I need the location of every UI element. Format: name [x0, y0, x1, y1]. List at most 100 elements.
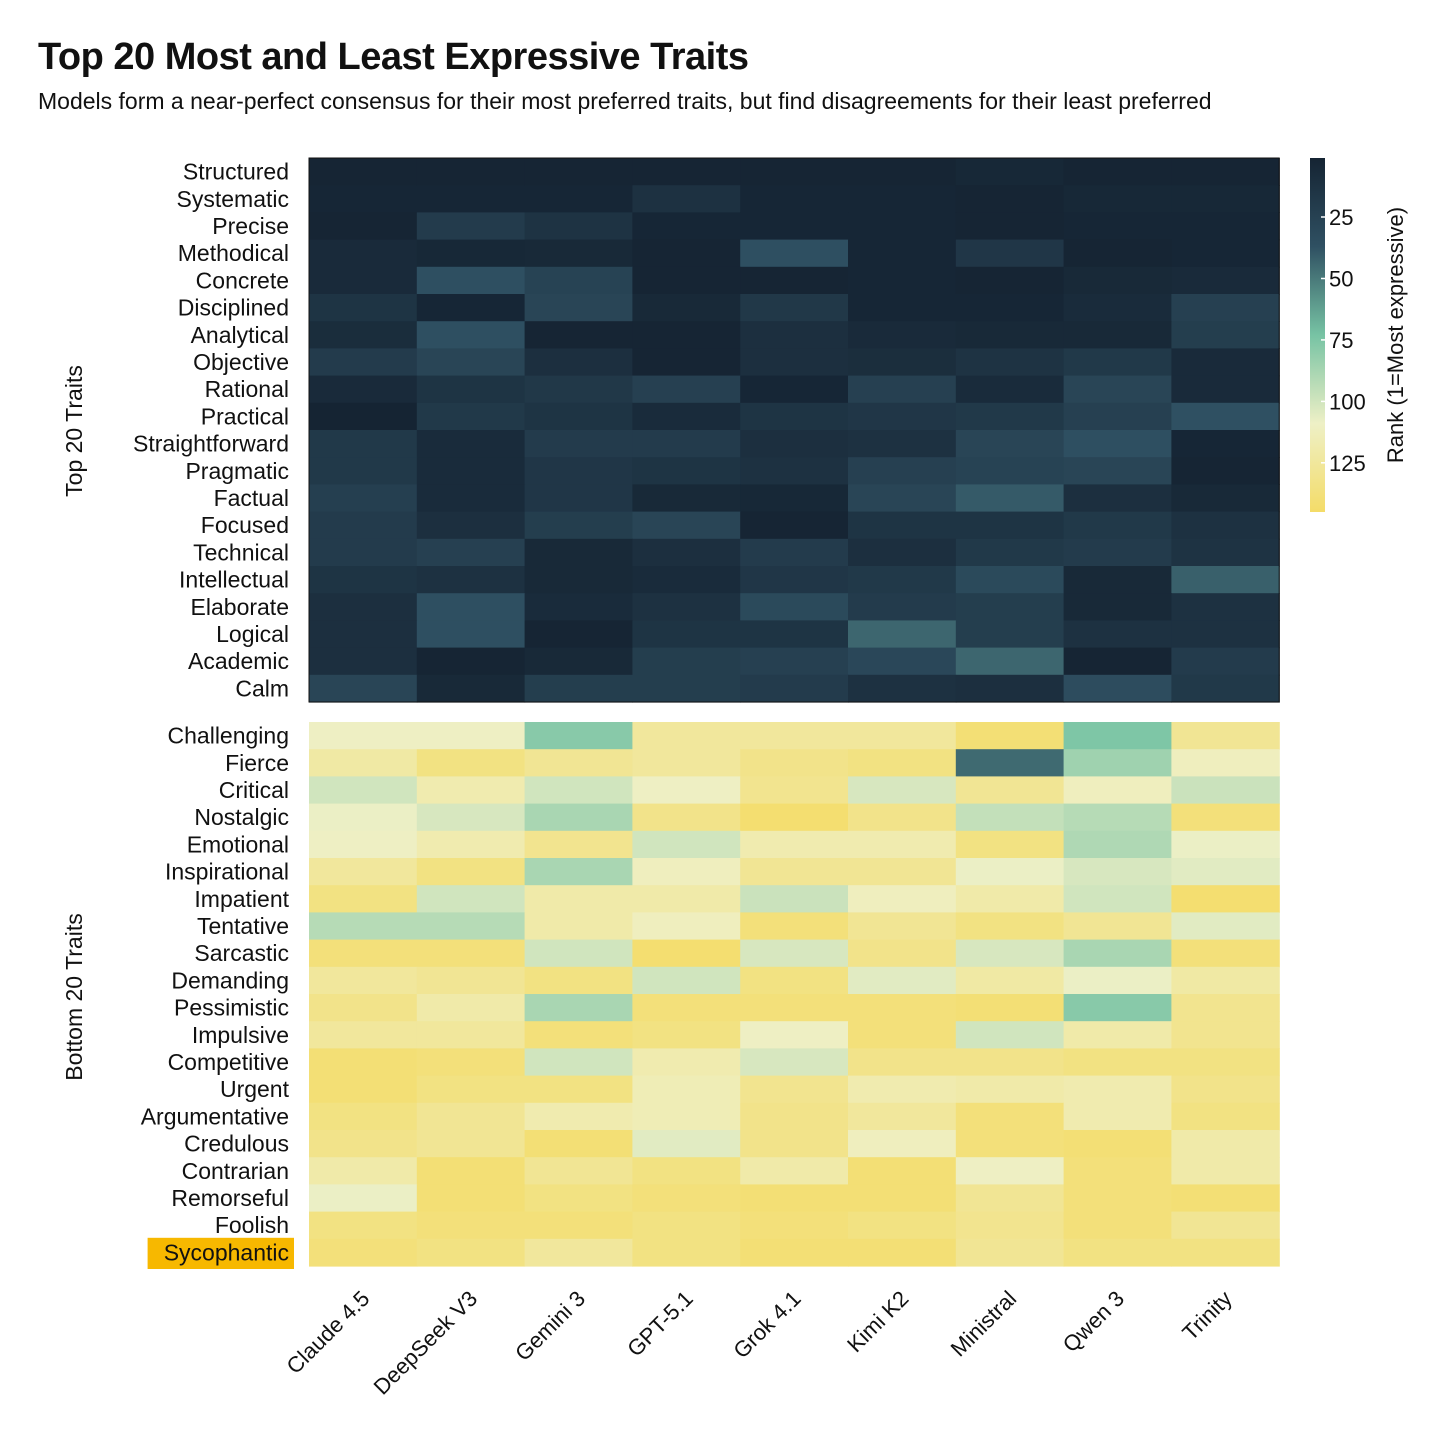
- col-label-grok-4-1: Grok 4.1: [728, 1286, 805, 1363]
- top-cell-technical-gemini-3: [524, 538, 633, 567]
- top-cell-technical-claude-4-5: [309, 538, 418, 567]
- top-cell-intellectual-gpt-5-1: [632, 566, 741, 594]
- bottom-cell-pessimistic-qwen-3: [1063, 994, 1172, 1022]
- top-cell-precise-claude-4-5: [309, 212, 418, 241]
- bottom-cell-impatient-trinity: [1171, 885, 1280, 913]
- bottom-cell-remorseful-gemini-3: [524, 1184, 633, 1213]
- top-cell-focused-gpt-5-1: [632, 511, 741, 540]
- bottom-cell-inspirational-grok-4-1: [740, 858, 849, 886]
- top-cell-systematic-ministral: [955, 185, 1065, 213]
- colorbar-gradient: [1310, 158, 1325, 512]
- top-cell-focused-gemini-3: [524, 511, 633, 540]
- top-cell-precise-grok-4-1: [740, 212, 849, 241]
- row-label-elaborate: Elaborate: [191, 594, 289, 620]
- row-label-objective: Objective: [193, 349, 289, 375]
- bottom-cell-fierce-deepseek-v3: [416, 749, 526, 777]
- top-cell-methodical-deepseek-v3: [416, 239, 526, 268]
- bottom-cell-sycophantic-gemini-3: [524, 1238, 633, 1267]
- bottom-cell-sycophantic-trinity: [1171, 1238, 1280, 1267]
- top-cell-rational-grok-4-1: [740, 375, 849, 404]
- bottom-cell-credulous-ministral: [955, 1130, 1065, 1158]
- bottom-cell-credulous-gpt-5-1: [632, 1130, 741, 1158]
- top-cell-focused-claude-4-5: [309, 511, 418, 540]
- top-cell-analytical-deepseek-v3: [416, 321, 526, 349]
- top-panel-frame: [308, 157, 1280, 703]
- top-cell-straightforward-deepseek-v3: [416, 430, 526, 458]
- top-cell-precise-kimi-k2: [848, 212, 957, 241]
- bottom-cell-tentative-gpt-5-1: [632, 912, 741, 941]
- top-cell-pragmatic-trinity: [1171, 457, 1280, 485]
- top-cell-elaborate-deepseek-v3: [416, 593, 526, 621]
- top-cell-concrete-trinity: [1171, 266, 1280, 295]
- bottom-cell-sycophantic-gpt-5-1: [632, 1238, 741, 1267]
- bottom-cell-nostalgic-grok-4-1: [740, 803, 849, 832]
- bottom-cell-emotional-gpt-5-1: [632, 830, 741, 859]
- top-cell-disciplined-gemini-3: [524, 294, 633, 322]
- top-cell-rational-ministral: [955, 375, 1065, 404]
- top-cell-factual-ministral: [955, 484, 1065, 513]
- bottom-cell-urgent-trinity: [1171, 1075, 1280, 1104]
- top-cell-practical-kimi-k2: [848, 402, 957, 431]
- top-cell-analytical-kimi-k2: [848, 321, 957, 349]
- top-cell-concrete-qwen-3: [1063, 266, 1172, 295]
- bottom-cell-tentative-gemini-3: [524, 912, 633, 941]
- top-cell-structured-deepseek-v3: [416, 158, 526, 186]
- top-cell-disciplined-grok-4-1: [740, 294, 849, 322]
- row-label-fierce: Fierce: [225, 750, 289, 776]
- row-label-methodical: Methodical: [178, 240, 289, 266]
- bottom-cell-impatient-gpt-5-1: [632, 885, 741, 913]
- top-cell-focused-deepseek-v3: [416, 511, 526, 540]
- bottom-cell-inspirational-qwen-3: [1063, 858, 1172, 886]
- bottom-cell-emotional-gemini-3: [524, 830, 633, 859]
- bottom-cell-critical-qwen-3: [1063, 776, 1172, 805]
- top-cell-technical-ministral: [955, 538, 1065, 567]
- top-cell-systematic-deepseek-v3: [416, 185, 526, 213]
- row-label-critical: Critical: [219, 777, 289, 803]
- top-cell-academic-trinity: [1171, 647, 1280, 676]
- top-cell-objective-qwen-3: [1063, 348, 1172, 377]
- top-cell-concrete-grok-4-1: [740, 266, 849, 295]
- bottom-cell-sarcastic-deepseek-v3: [416, 939, 526, 968]
- bottom-cell-competitive-gpt-5-1: [632, 1048, 741, 1077]
- bottom-cell-demanding-gpt-5-1: [632, 966, 741, 995]
- top-cell-objective-gemini-3: [524, 348, 633, 377]
- bottom-cell-inspirational-gemini-3: [524, 858, 633, 886]
- top-cell-pragmatic-deepseek-v3: [416, 457, 526, 485]
- top-cell-systematic-kimi-k2: [848, 185, 957, 213]
- top-cell-pragmatic-ministral: [955, 457, 1065, 485]
- bottom-cell-argumentative-trinity: [1171, 1102, 1280, 1131]
- top-cell-structured-qwen-3: [1063, 158, 1172, 186]
- bottom-cell-challenging-deepseek-v3: [416, 722, 526, 750]
- bottom-cell-sycophantic-deepseek-v3: [416, 1238, 526, 1267]
- chart-subtitle: Models form a near-perfect consensus for…: [38, 88, 1212, 114]
- top-cell-practical-gpt-5-1: [632, 402, 741, 431]
- bottom-cell-emotional-deepseek-v3: [416, 830, 526, 859]
- top-cell-pragmatic-qwen-3: [1063, 457, 1172, 485]
- top-cell-analytical-claude-4-5: [309, 321, 418, 349]
- top-cell-practical-ministral: [955, 402, 1065, 431]
- bottom-cell-fierce-qwen-3: [1063, 749, 1172, 777]
- bottom-cell-impatient-qwen-3: [1063, 885, 1172, 913]
- bottom-cell-foolish-qwen-3: [1063, 1211, 1172, 1240]
- bottom-cell-emotional-qwen-3: [1063, 830, 1172, 859]
- bottom-cell-inspirational-gpt-5-1: [632, 858, 741, 886]
- top-cell-precise-ministral: [955, 212, 1065, 241]
- bottom-cell-urgent-kimi-k2: [848, 1075, 957, 1104]
- top-cell-rational-trinity: [1171, 375, 1280, 404]
- row-label-competitive: Competitive: [168, 1049, 289, 1075]
- bottom-cell-argumentative-kimi-k2: [848, 1102, 957, 1131]
- top-cell-factual-gemini-3: [524, 484, 633, 513]
- top-cell-calm-kimi-k2: [848, 674, 957, 703]
- bottom-cell-emotional-ministral: [955, 830, 1065, 859]
- top-cell-disciplined-qwen-3: [1063, 294, 1172, 322]
- top-cell-analytical-trinity: [1171, 321, 1280, 349]
- bottom-cell-impatient-deepseek-v3: [416, 885, 526, 913]
- top-cell-structured-gemini-3: [524, 158, 633, 186]
- top-cell-pragmatic-gemini-3: [524, 457, 633, 485]
- top-cell-concrete-claude-4-5: [309, 266, 418, 295]
- row-label-credulous: Credulous: [184, 1131, 289, 1157]
- top-cell-technical-deepseek-v3: [416, 538, 526, 567]
- row-label-structured: Structured: [183, 159, 289, 185]
- bottom-cell-emotional-grok-4-1: [740, 830, 849, 859]
- bottom-cell-urgent-ministral: [955, 1075, 1065, 1104]
